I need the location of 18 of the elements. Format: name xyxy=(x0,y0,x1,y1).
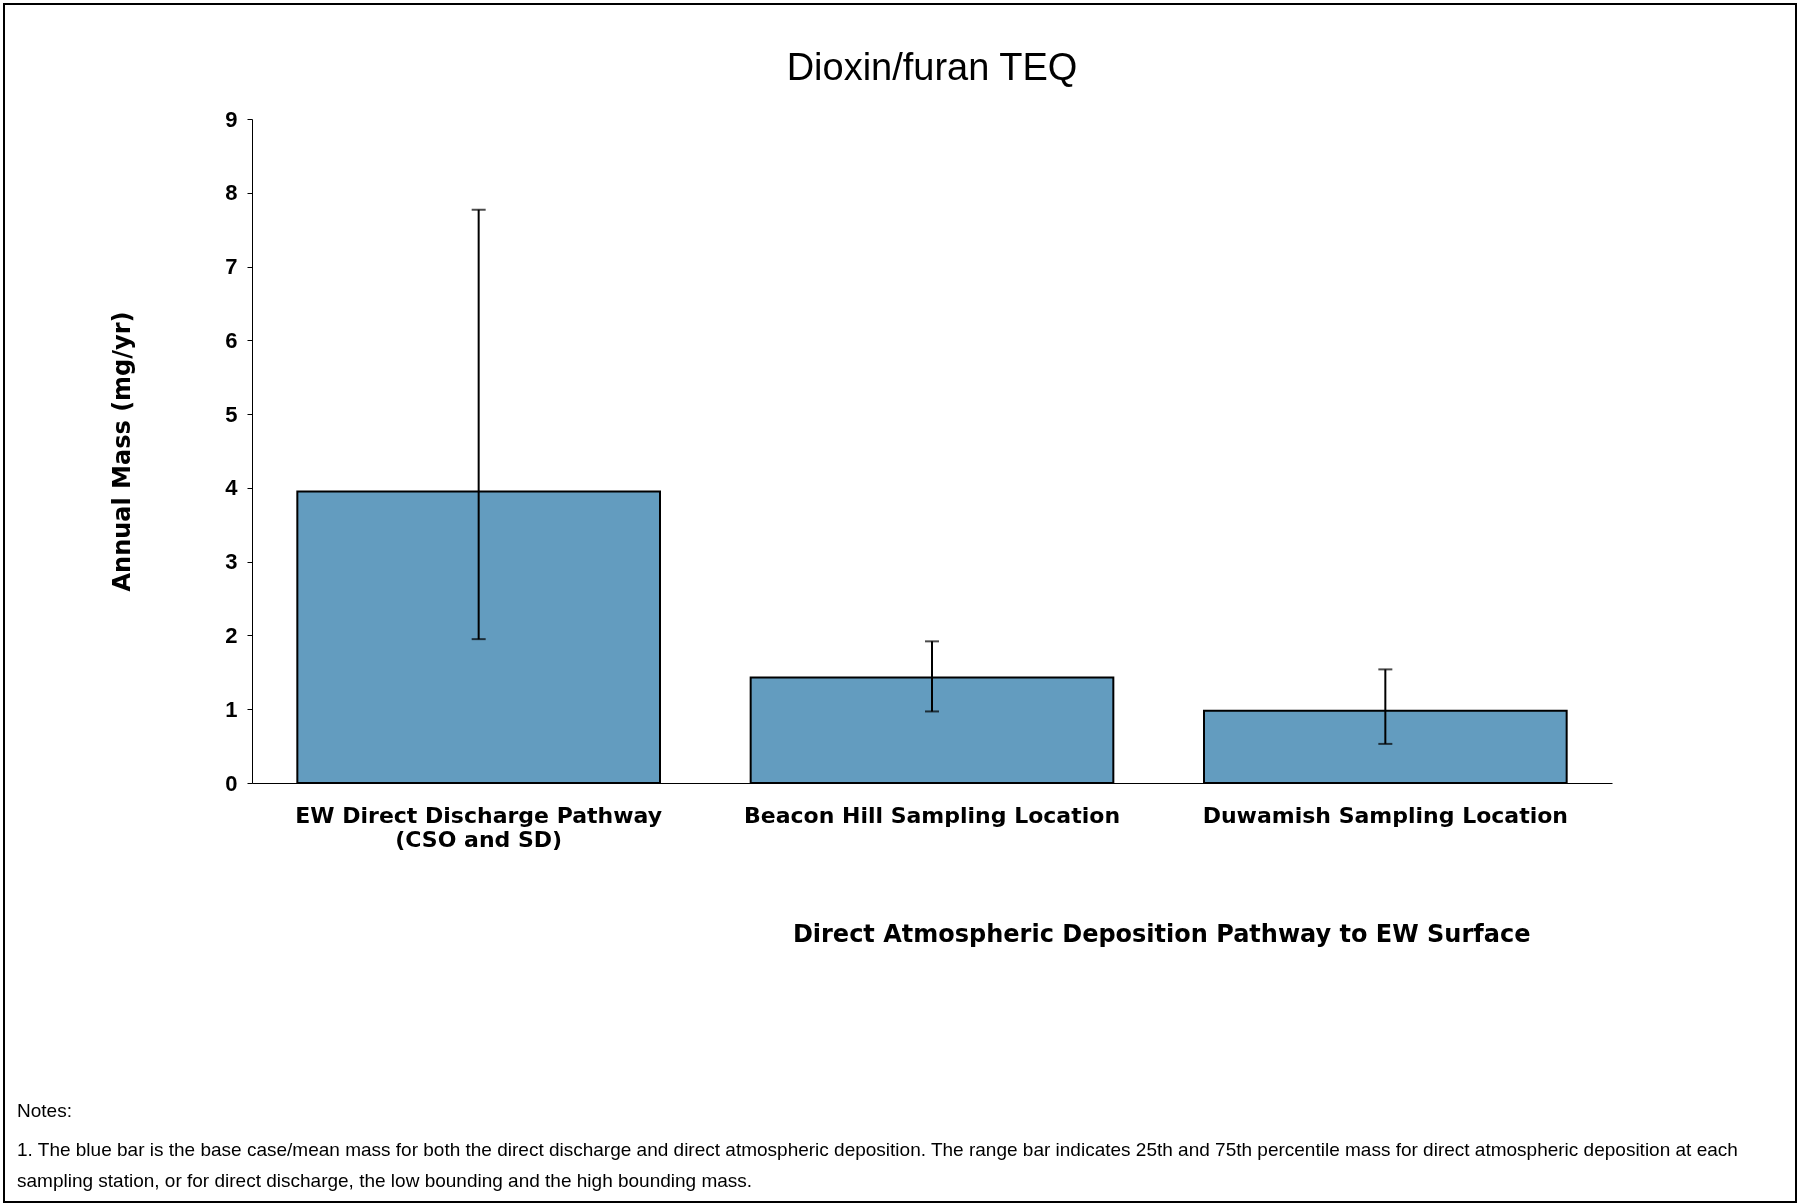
text: Direct Atmospheric Deposition Pathway to EW Surface xyxy=(791,920,1532,948)
y-tick-label: 4 xyxy=(225,475,239,501)
text: 1. The blue bar is the base case/mean mass for both the direct discharge and direct atmospheric deposition. The range bar indicates 25th and 75th percentile mass for direct atmospheric deposition at each sampling station, or for direct discharge, the low bounding and the high bounding mass. xyxy=(17,1138,1739,1193)
y-tick-label: 6 xyxy=(225,327,238,353)
x-tick-label: Beacon Hill Sampling Location xyxy=(743,802,1121,828)
y-tick-label: 1 xyxy=(225,696,238,722)
y-tick-label: 7 xyxy=(225,254,238,280)
chart-title: Dioxin/furan TEQ xyxy=(786,46,1078,88)
text: Notes: xyxy=(17,1099,73,1123)
x-tick-label: Duwamish Sampling Location xyxy=(1202,802,1569,828)
y-tick-label: 9 xyxy=(225,106,238,132)
y-tick-label: 0 xyxy=(225,770,238,796)
y-tick-label: 3 xyxy=(225,549,238,575)
y-tick-label: 5 xyxy=(225,401,238,427)
y-tick-label: 2 xyxy=(225,622,238,648)
x-tick-label: EW Direct Discharge Pathway (CSO and SD) xyxy=(295,802,663,852)
y-tick-label: 8 xyxy=(225,180,238,206)
y-axis-title: Annual Mass (mg/yr) xyxy=(108,311,137,592)
